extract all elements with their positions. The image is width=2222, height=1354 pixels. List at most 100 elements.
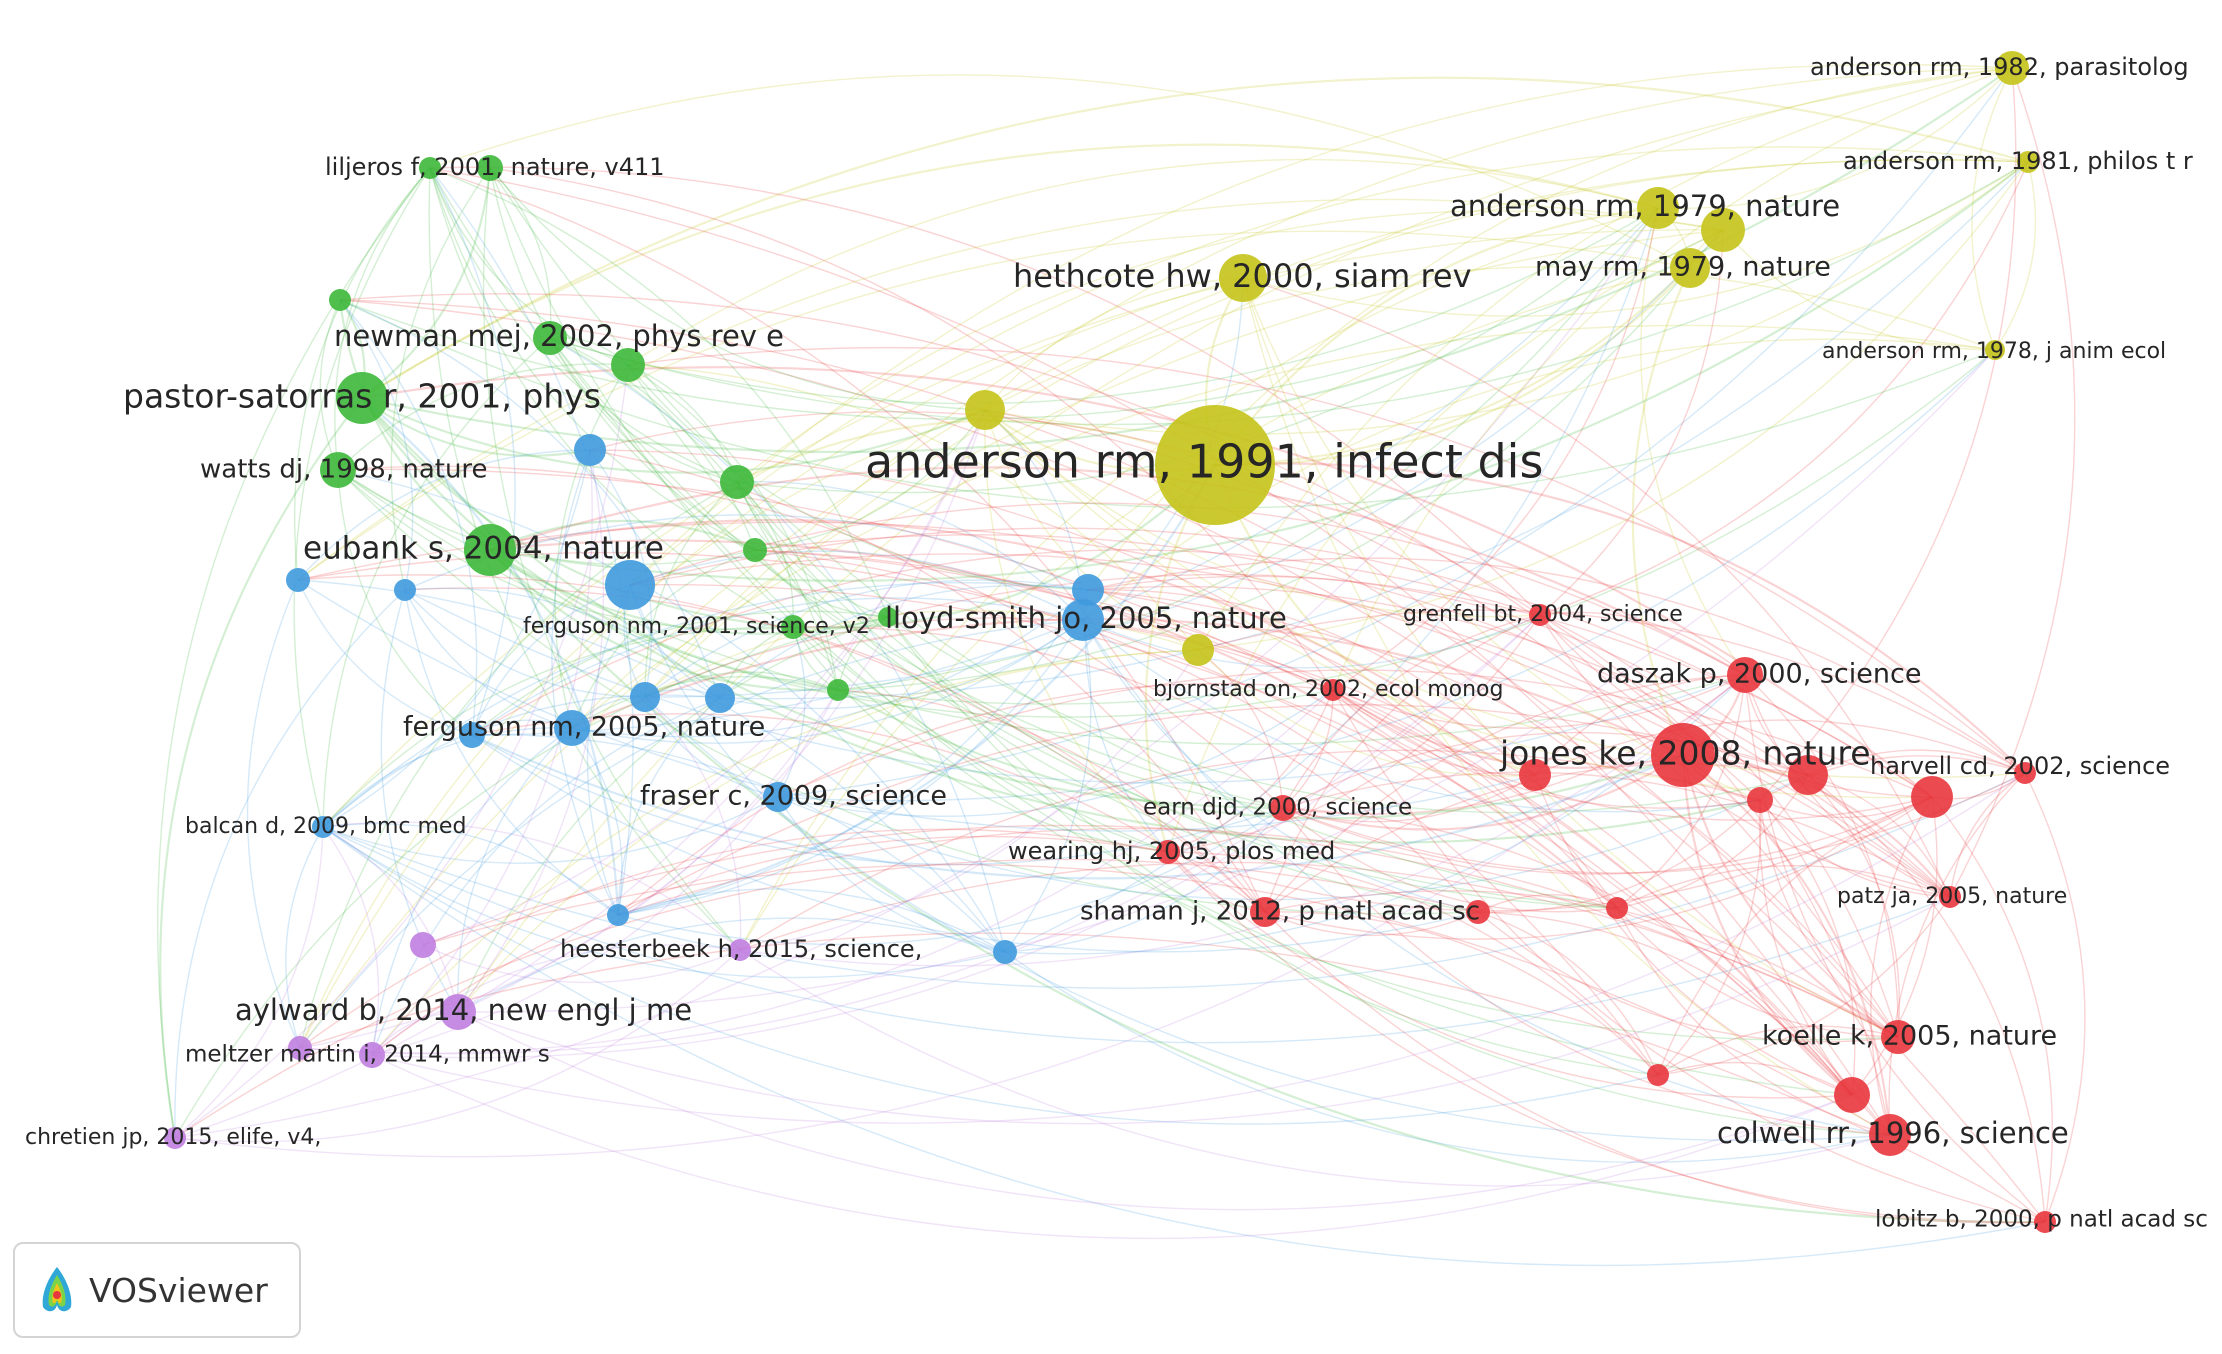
network-link xyxy=(736,481,794,628)
network-link xyxy=(777,796,1006,953)
node-wearing2005[interactable] xyxy=(1156,840,1180,864)
node-unlabeled[interactable] xyxy=(1606,897,1628,919)
network-link xyxy=(471,734,1684,880)
node-hethcote2000[interactable] xyxy=(1219,254,1267,302)
network-link xyxy=(322,821,741,951)
network-link xyxy=(322,337,551,828)
network-link xyxy=(422,863,1891,1136)
node-earn2000[interactable] xyxy=(1270,795,1296,821)
node-unlabeled[interactable] xyxy=(286,568,310,592)
node-chretien2015[interactable] xyxy=(164,1127,186,1149)
node-unlabeled[interactable] xyxy=(1519,759,1551,791)
node-unlabeled[interactable] xyxy=(1788,755,1828,795)
node-unlabeled[interactable] xyxy=(1072,574,1104,606)
network-link xyxy=(736,481,1284,809)
network-link xyxy=(984,409,2026,779)
node-anderson1982[interactable] xyxy=(1995,51,2029,85)
node-shaman2012[interactable] xyxy=(1250,897,1280,927)
node-may1979[interactable] xyxy=(1670,248,1710,288)
network-link xyxy=(489,161,2029,582)
network-link xyxy=(984,409,1199,651)
node-liljeros2001[interactable] xyxy=(419,157,441,179)
node-unlabeled[interactable] xyxy=(743,538,767,562)
node-unlabeled[interactable] xyxy=(477,155,503,181)
node-unlabeled[interactable] xyxy=(359,1042,385,1068)
network-link xyxy=(1971,67,2013,351)
node-unlabeled[interactable] xyxy=(630,682,660,712)
node-unlabeled[interactable] xyxy=(1747,787,1773,813)
node-unlabeled[interactable] xyxy=(605,560,655,610)
node-unlabeled[interactable] xyxy=(1466,900,1490,924)
node-watts1998[interactable] xyxy=(320,452,356,488)
node-unlabeled[interactable] xyxy=(720,465,754,499)
network-link xyxy=(489,167,552,339)
node-fraser2009[interactable] xyxy=(763,782,793,812)
node-unlabeled[interactable] xyxy=(705,683,735,713)
node-balcan2009[interactable] xyxy=(312,816,334,838)
node-unlabeled[interactable] xyxy=(329,289,351,311)
vosviewer-badge[interactable]: VOSviewer xyxy=(13,1242,301,1338)
node-unlabeled[interactable] xyxy=(993,940,1017,964)
node-daszak2000[interactable] xyxy=(1727,657,1763,693)
node-anderson1981[interactable] xyxy=(2017,151,2039,173)
network-link xyxy=(1807,774,1901,1038)
node-unlabeled[interactable] xyxy=(611,348,645,382)
node-ferguson2005[interactable] xyxy=(554,710,590,746)
network-link xyxy=(1087,589,1618,909)
network-link xyxy=(174,616,889,1139)
node-unlabeled[interactable] xyxy=(2014,762,2036,784)
node-patz2005[interactable] xyxy=(1939,886,1961,908)
node-lloyd2005[interactable] xyxy=(1062,599,1104,641)
node-unlabeled[interactable] xyxy=(1647,1064,1669,1086)
network-link xyxy=(1477,911,1899,1043)
node-unlabeled[interactable] xyxy=(827,679,849,701)
network-link xyxy=(754,549,1891,1136)
node-anderson1978[interactable] xyxy=(1985,340,2005,360)
network-link xyxy=(777,626,806,798)
network-link xyxy=(1539,611,1746,676)
network-link xyxy=(629,527,1933,798)
node-jones2008[interactable] xyxy=(1651,723,1715,787)
network-link xyxy=(984,161,2029,435)
node-label-colwell1996: colwell rr, 1996, science xyxy=(1717,1116,2069,1150)
node-lobitz2000[interactable] xyxy=(2034,1211,2056,1233)
node-anderson1979[interactable] xyxy=(1637,187,1679,229)
node-aylward2014[interactable] xyxy=(440,994,476,1030)
node-harvell2002[interactable] xyxy=(1911,776,1953,818)
node-bjornstad2002[interactable] xyxy=(1322,679,1344,701)
node-unlabeled[interactable] xyxy=(574,434,606,466)
node-unlabeled[interactable] xyxy=(878,607,898,627)
node-anderson1991[interactable] xyxy=(1155,405,1275,525)
network-link xyxy=(887,616,1891,1136)
node-unlabeled[interactable] xyxy=(1701,208,1745,252)
node-meltzer2014[interactable] xyxy=(288,1036,312,1060)
node-eubank2004[interactable] xyxy=(464,524,516,576)
node-unlabeled[interactable] xyxy=(410,932,436,958)
node-koelle2005[interactable] xyxy=(1881,1020,1915,1054)
node-ferguson2001[interactable] xyxy=(781,615,805,639)
network-link xyxy=(549,337,1006,953)
network-link xyxy=(489,466,1746,676)
node-grenfell2004[interactable] xyxy=(1529,604,1551,626)
node-unlabeled[interactable] xyxy=(394,579,416,601)
node-unlabeled[interactable] xyxy=(1182,634,1214,666)
node-label-grenfell2004: grenfell bt, 2004, science xyxy=(1403,602,1683,627)
node-unlabeled[interactable] xyxy=(607,904,629,926)
node-unlabeled[interactable] xyxy=(965,390,1005,430)
network-link xyxy=(1682,754,1892,1136)
network-link xyxy=(1631,267,1692,756)
node-colwell1996[interactable] xyxy=(1869,1114,1911,1156)
network-link xyxy=(429,167,629,366)
network-link xyxy=(1870,796,1933,1136)
network-link xyxy=(174,364,629,1139)
node-unlabeled[interactable] xyxy=(1834,1077,1870,1113)
node-unlabeled[interactable] xyxy=(459,722,485,748)
network-link xyxy=(571,619,1084,744)
network-link xyxy=(644,696,1891,1142)
node-pastor2001[interactable] xyxy=(336,372,388,424)
network-link xyxy=(361,397,1284,810)
node-newman2002[interactable] xyxy=(533,321,567,355)
node-heesterbeek2015[interactable] xyxy=(729,939,751,961)
network-link xyxy=(754,549,1659,1076)
